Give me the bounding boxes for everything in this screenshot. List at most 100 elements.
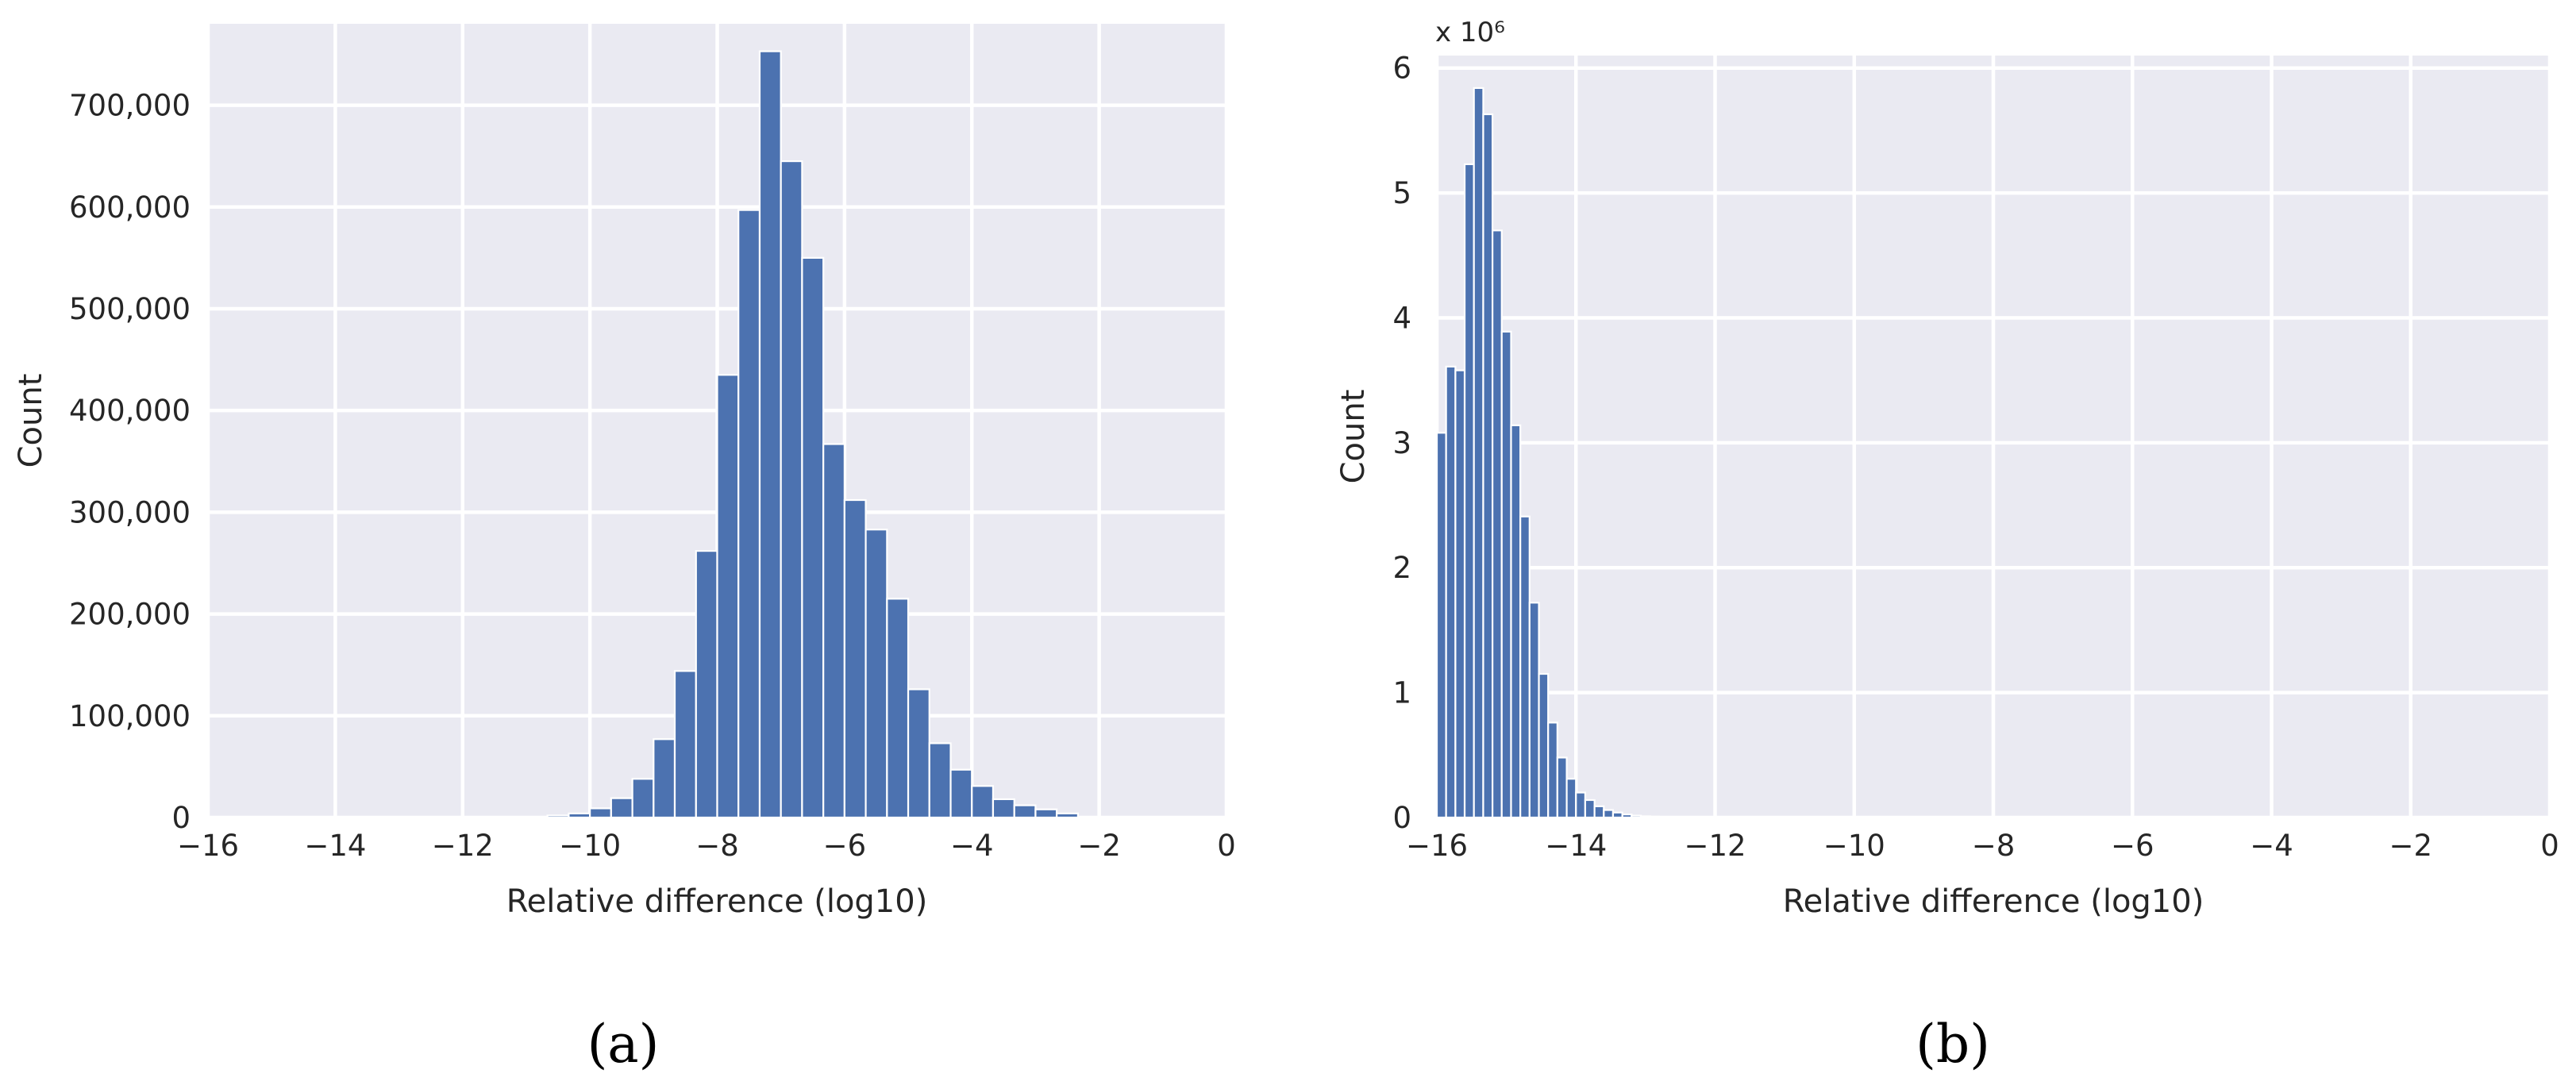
y-tick-label-a-0: 0: [171, 801, 191, 835]
bar-b-2: [1454, 369, 1466, 819]
bar-a-21: [971, 785, 995, 819]
bar-b-13: [1556, 756, 1568, 819]
bar-b-14: [1565, 778, 1577, 819]
bar-a-6: [653, 738, 676, 819]
bar-a-22: [992, 798, 1015, 819]
y-tick-label-b-6: 6: [1392, 52, 1411, 86]
bar-a-8: [695, 550, 718, 819]
y-tick-label-b-3: 3: [1392, 426, 1411, 460]
bar-b-24: [1658, 816, 1670, 819]
x-tick-label-b-8: 0: [2540, 829, 2559, 863]
bar-b-18: [1603, 809, 1615, 819]
bar-b-16: [1584, 798, 1596, 819]
x-tick-label-a-7: −2: [1077, 829, 1121, 863]
bar-a-2: [568, 812, 591, 819]
panel-caption-a: (a): [587, 1014, 660, 1075]
x-tick-label-a-0: −16: [177, 829, 239, 863]
bar-b-15: [1575, 791, 1587, 819]
bar-b-8: [1510, 424, 1522, 819]
bar-b-9: [1519, 515, 1531, 819]
y-tick-labels-b: 0 1 2 3 4 5 6: [1392, 52, 1411, 835]
bar-a-9: [716, 374, 740, 819]
bar-b-3: [1463, 163, 1475, 819]
bar-b-5: [1482, 113, 1494, 819]
y-tick-labels-a: 0 100,000 200,000 300,000 400,000 500,000 600,…: [69, 89, 191, 835]
x-axis-label-a: Relative difference (log10): [506, 883, 928, 920]
histogram-bars-b: [1435, 87, 1698, 819]
panel-caption-b: (b): [1916, 1014, 1990, 1075]
bar-a-16: [864, 529, 888, 819]
x-axis-label-b: Relative difference (log10): [1783, 883, 2204, 920]
y-axis-label-b: Count: [1335, 390, 1372, 484]
x-tick-label-a-1: −14: [304, 829, 366, 863]
bar-a-20: [949, 768, 973, 819]
bar-a-25: [1056, 812, 1080, 819]
y-axis-multiplier-b: x 10⁶: [1435, 17, 1505, 48]
bar-b-20: [1621, 813, 1633, 819]
y-tick-label-b-4: 4: [1392, 301, 1411, 335]
bar-b-11: [1538, 672, 1550, 819]
x-tick-labels-b: −16 −14 −12 −10 −8 −6 −4 −2 0: [1406, 829, 2559, 863]
x-tick-label-a-4: −8: [695, 829, 739, 863]
bar-a-1: [546, 814, 570, 819]
bar-a-17: [886, 598, 910, 819]
y-axis-label-a: Count: [13, 374, 49, 468]
bar-b-19: [1611, 811, 1623, 819]
y-tick-label-a-5: 500,000: [69, 292, 191, 326]
y-tick-label-b-5: 5: [1392, 176, 1411, 210]
bar-a-3: [589, 807, 612, 819]
x-tick-label-a-8: 0: [1217, 829, 1236, 863]
panel-b: −16 −14 −12 −10 −8 −6 −4 −2 0 0 1 2 3 4 5 6 x 10⁶ Rela…: [1335, 17, 2559, 1075]
bar-b-12: [1547, 721, 1558, 819]
bar-a-13: [801, 256, 825, 819]
bar-a-4: [610, 797, 633, 819]
x-tick-label-a-2: −12: [432, 829, 494, 863]
y-tick-label-a-1: 100,000: [69, 699, 191, 733]
bar-a-11: [758, 50, 782, 819]
bar-a-14: [822, 443, 845, 819]
x-tick-label-b-6: −4: [2250, 829, 2293, 863]
bar-a-19: [928, 742, 952, 819]
y-tick-label-a-3: 300,000: [69, 495, 191, 529]
y-tick-label-a-4: 400,000: [69, 394, 191, 428]
x-tick-label-b-7: −2: [2389, 829, 2432, 863]
bar-b-1: [1445, 365, 1457, 819]
y-tick-label-b-1: 1: [1392, 676, 1411, 710]
bar-a-7: [673, 670, 697, 819]
bar-b-10: [1528, 602, 1540, 819]
panel-a: −16 −14 −12 −10 −8 −6 −4 −2 0 0 100,000 200,000 300…: [13, 24, 1236, 1075]
x-tick-label-a-3: −10: [559, 829, 621, 863]
bar-b-4: [1473, 87, 1484, 819]
y-tick-label-a-7: 700,000: [69, 89, 191, 123]
bar-b-17: [1593, 805, 1605, 819]
bar-b-0: [1435, 432, 1447, 819]
bar-a-24: [1034, 808, 1058, 819]
bar-a-5: [631, 778, 655, 819]
bar-b-23: [1649, 815, 1661, 819]
y-tick-label-a-2: 200,000: [69, 598, 191, 632]
bar-a-23: [1013, 804, 1037, 819]
bar-a-10: [737, 209, 761, 819]
bar-a-12: [780, 160, 803, 819]
bar-a-18: [907, 688, 930, 819]
bar-a-0: [525, 816, 549, 819]
x-tick-labels-a: −16 −14 −12 −10 −8 −6 −4 −2 0: [177, 829, 1236, 863]
bar-b-7: [1500, 330, 1512, 819]
bar-b-21: [1631, 814, 1642, 819]
bar-b-22: [1639, 815, 1651, 819]
x-tick-label-b-0: −16: [1406, 829, 1468, 863]
bar-b-6: [1491, 229, 1503, 819]
y-tick-label-b-2: 2: [1392, 551, 1411, 585]
x-tick-label-b-4: −8: [1972, 829, 2016, 863]
y-tick-label-a-6: 600,000: [69, 190, 191, 225]
x-tick-label-a-5: −6: [823, 829, 867, 863]
x-tick-label-b-3: −10: [1823, 829, 1885, 863]
bar-a-15: [843, 498, 867, 819]
histogram-bars-a: [525, 50, 1080, 819]
x-tick-label-b-2: −12: [1684, 829, 1746, 863]
x-tick-label-a-6: −4: [950, 829, 994, 863]
x-tick-label-b-5: −6: [2111, 829, 2154, 863]
x-tick-label-b-1: −14: [1545, 829, 1607, 863]
y-tick-label-b-0: 0: [1392, 801, 1411, 835]
